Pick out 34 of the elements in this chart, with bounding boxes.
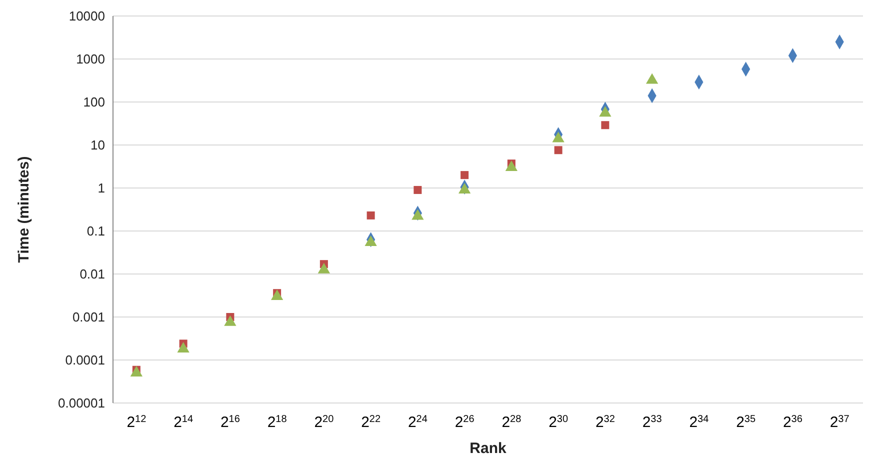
y-tick-label: 10000 xyxy=(68,8,105,24)
x-tick-label: 2$^{26}$ xyxy=(454,414,475,431)
point xyxy=(366,211,375,220)
y-tick-label: 0.0001 xyxy=(65,352,105,368)
x-tick-label: 2$^{34}$ xyxy=(689,414,710,431)
x-axis-title: Rank xyxy=(470,440,507,457)
y-tick-label: 100 xyxy=(83,94,105,110)
x-tick-label: 2$^{30}$ xyxy=(548,414,568,431)
x-tick-label: 2$^{24}$ xyxy=(408,414,428,431)
x-tick-label: 2$^{32}$ xyxy=(595,414,616,431)
y-tick-label: 1000 xyxy=(76,52,105,67)
y-tick-label: 1 xyxy=(98,180,105,196)
x-tick-label: 2$^{18}$ xyxy=(267,414,288,431)
x-tick-label: 2$^{28}$ xyxy=(502,414,522,431)
x-tick-label: 2$^{12}$ xyxy=(126,414,147,431)
y-tick-label: 0.00001 xyxy=(58,396,105,411)
x-tick-label: 2$^{37}$ xyxy=(830,414,850,431)
y-tick-label: 0.001 xyxy=(72,310,105,325)
point xyxy=(601,121,610,130)
y-tick-label: 10 xyxy=(90,138,105,153)
y-axis-title: Time (minutes) xyxy=(15,156,32,263)
y-tick-label: 0.1 xyxy=(86,224,105,239)
y-tick-label: 0.01 xyxy=(80,266,105,282)
x-tick-label: 2$^{16}$ xyxy=(220,414,240,431)
point xyxy=(460,171,469,180)
point xyxy=(177,342,190,353)
x-tick-label: 2$^{22}$ xyxy=(361,414,381,431)
x-tick-label: 2$^{36}$ xyxy=(782,414,803,431)
x-tick-label: 2$^{33}$ xyxy=(642,414,662,431)
x-tick-label: 2$^{14}$ xyxy=(174,414,194,431)
point xyxy=(554,146,562,154)
x-tick-label: 2$^{20}$ xyxy=(314,414,334,431)
point xyxy=(414,186,422,194)
x-tick-label: 2$^{35}$ xyxy=(736,414,756,431)
